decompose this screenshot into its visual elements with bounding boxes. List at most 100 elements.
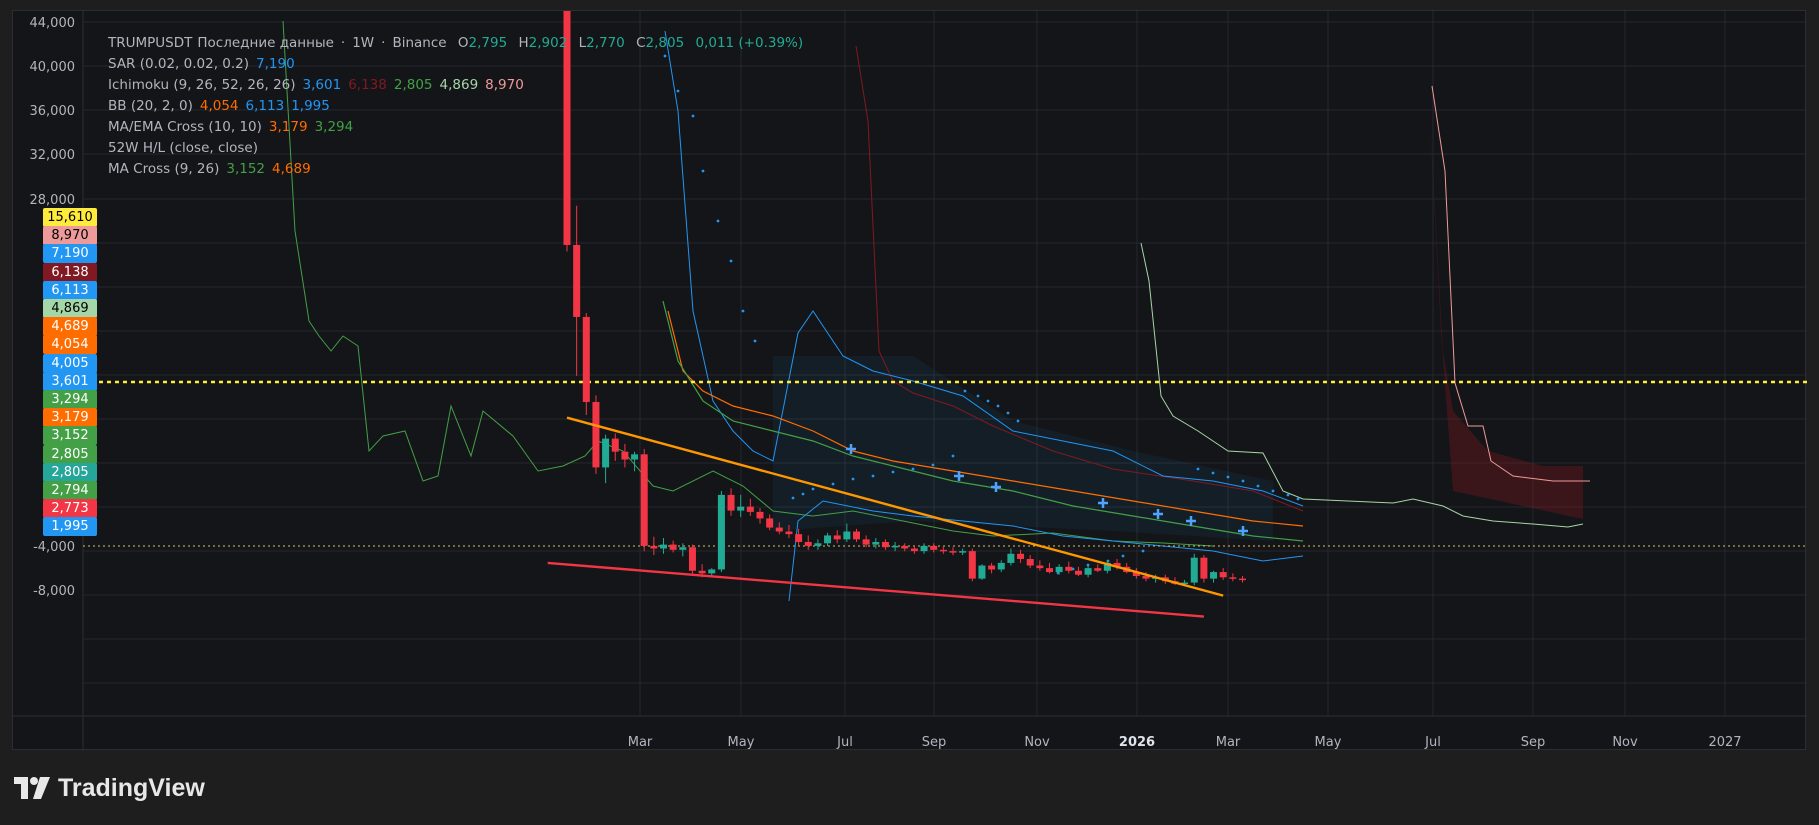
legend-exchange: Binance bbox=[392, 35, 447, 51]
legend-low: 2,770 bbox=[586, 35, 625, 51]
legend-indicator-row[interactable]: MA Cross (9, 26) 3,152 4,689 bbox=[108, 159, 810, 180]
price-badge: 4,689 bbox=[43, 317, 97, 337]
candle-body bbox=[930, 545, 938, 550]
price-badge: 3,601 bbox=[43, 371, 97, 391]
x-tick-label: 2026 bbox=[1118, 735, 1156, 750]
x-tick-label: Jul bbox=[1425, 735, 1441, 750]
candle-body bbox=[795, 534, 803, 542]
sar-dot bbox=[701, 169, 705, 173]
x-tick-label: Nov bbox=[1024, 735, 1050, 750]
candle-body bbox=[804, 541, 812, 546]
legend-indicator-row[interactable]: 52W H/L (close, close) bbox=[108, 138, 810, 159]
candle-body bbox=[631, 454, 639, 460]
price-badge: 4,054 bbox=[43, 335, 97, 355]
sar-dot bbox=[1211, 471, 1215, 475]
sar-dot bbox=[831, 482, 835, 486]
ichimoku-base-line bbox=[855, 45, 1304, 512]
sar-dot bbox=[911, 467, 915, 471]
candle-body bbox=[679, 547, 687, 550]
candle-body bbox=[939, 549, 947, 552]
candle-body bbox=[1200, 557, 1208, 579]
tradingview-logo[interactable]: TradingView bbox=[14, 773, 205, 803]
lagging-span-line bbox=[282, 20, 1214, 547]
candle-body bbox=[910, 548, 918, 552]
sar-dot bbox=[851, 477, 855, 481]
leading-span-b-line bbox=[1431, 85, 1590, 482]
x-tick-label: Mar bbox=[1215, 735, 1241, 750]
legend-symbol: TRUMPUSDT bbox=[108, 35, 193, 51]
candle-body bbox=[573, 244, 581, 317]
x-tick-label: Sep bbox=[921, 735, 947, 750]
sar-dot bbox=[986, 399, 990, 403]
legend-h-label: H bbox=[518, 35, 529, 51]
price-chart[interactable] bbox=[13, 11, 1807, 751]
legend-c-label: C bbox=[636, 35, 646, 51]
indicator-label: SAR (0.02, 0.02, 0.2) bbox=[108, 56, 250, 72]
price-badge: 2,805 bbox=[43, 462, 97, 482]
y-tick-label: 36,000 bbox=[29, 104, 76, 119]
candle-body bbox=[650, 545, 658, 549]
candle-body bbox=[708, 569, 716, 574]
legend-indicator-row[interactable]: SAR (0.02, 0.02, 0.2) 7,190 bbox=[108, 54, 810, 75]
sar-dot bbox=[1086, 563, 1090, 567]
sar-dot bbox=[753, 339, 757, 343]
candle-body bbox=[833, 535, 841, 540]
sar-dot bbox=[811, 487, 815, 491]
sar-dot bbox=[1006, 411, 1010, 415]
sar-dot bbox=[1196, 467, 1200, 471]
price-badge: 2,805 bbox=[43, 444, 97, 464]
candle-body bbox=[756, 511, 764, 519]
candle-body bbox=[1142, 576, 1150, 579]
indicator-value: 3,152 bbox=[226, 161, 266, 177]
x-tick-label: Sep bbox=[1520, 735, 1546, 750]
indicator-value: 4,689 bbox=[272, 161, 311, 177]
price-badge: 7,190 bbox=[43, 244, 97, 264]
chart-frame[interactable]: TRUMPUSDT Последние данные · 1W · Binance O2,… bbox=[12, 10, 1807, 751]
candle-body bbox=[640, 454, 648, 546]
candle-body bbox=[843, 531, 851, 540]
y-tick-label: 40,000 bbox=[29, 60, 76, 75]
candle-body bbox=[611, 438, 619, 452]
legend-indicator-row[interactable]: Ichimoku (9, 26, 52, 26, 26) 3,601 6,138 2,… bbox=[108, 75, 810, 96]
x-tick-label: Jul bbox=[837, 735, 853, 750]
candle-body bbox=[872, 541, 880, 545]
x-tick-label: 2027 bbox=[1708, 735, 1742, 750]
candle-body bbox=[1065, 566, 1073, 571]
indicator-value: 6,138 bbox=[348, 77, 387, 93]
x-tick-label: May bbox=[727, 735, 755, 750]
candle-body bbox=[1239, 578, 1246, 581]
candle-body bbox=[824, 535, 832, 544]
candle-body bbox=[949, 551, 957, 553]
sar-dot bbox=[1241, 479, 1245, 483]
ma-orange-line bbox=[667, 310, 1304, 527]
candle-body bbox=[602, 438, 610, 468]
price-badge: 3,179 bbox=[43, 408, 97, 428]
legend-indicator-row[interactable]: MA/EMA Cross (10, 10) 3,179 3,294 bbox=[108, 117, 810, 138]
candle-body bbox=[766, 518, 774, 528]
candle-body bbox=[737, 506, 745, 511]
legend-indicator-row[interactable]: BB (20, 2, 0) 4,054 6,113 1,995 bbox=[108, 96, 810, 117]
sar-dot bbox=[791, 496, 795, 500]
candle-body bbox=[1190, 557, 1198, 583]
sar-dot bbox=[1141, 549, 1145, 553]
y-tick-label: 32,000 bbox=[29, 148, 76, 163]
candle-body bbox=[1181, 582, 1189, 585]
candle-body bbox=[862, 539, 870, 545]
indicator-value: 4,869 bbox=[439, 77, 479, 93]
signal-cross-marker bbox=[846, 444, 856, 454]
indicator-value: 8,970 bbox=[485, 77, 524, 93]
indicator-value: 3,294 bbox=[314, 119, 354, 135]
indicator-label: MA/EMA Cross (10, 10) bbox=[108, 119, 262, 135]
candle-body bbox=[1094, 568, 1102, 571]
price-badge: 3,294 bbox=[43, 390, 97, 409]
legend-main-row[interactable]: TRUMPUSDT Последние данные · 1W · Binance O2,… bbox=[108, 35, 804, 51]
ichimoku-cloud-past bbox=[773, 356, 1273, 541]
price-badge: 2,773 bbox=[43, 499, 97, 519]
indicator-value: 4,054 bbox=[199, 98, 239, 114]
sar-dot bbox=[1226, 475, 1230, 479]
sar-dot bbox=[741, 309, 745, 313]
signal-cross-marker bbox=[954, 471, 964, 481]
candle-body bbox=[1210, 572, 1218, 579]
sar-dot bbox=[1296, 497, 1300, 501]
sar-dot bbox=[963, 389, 967, 393]
